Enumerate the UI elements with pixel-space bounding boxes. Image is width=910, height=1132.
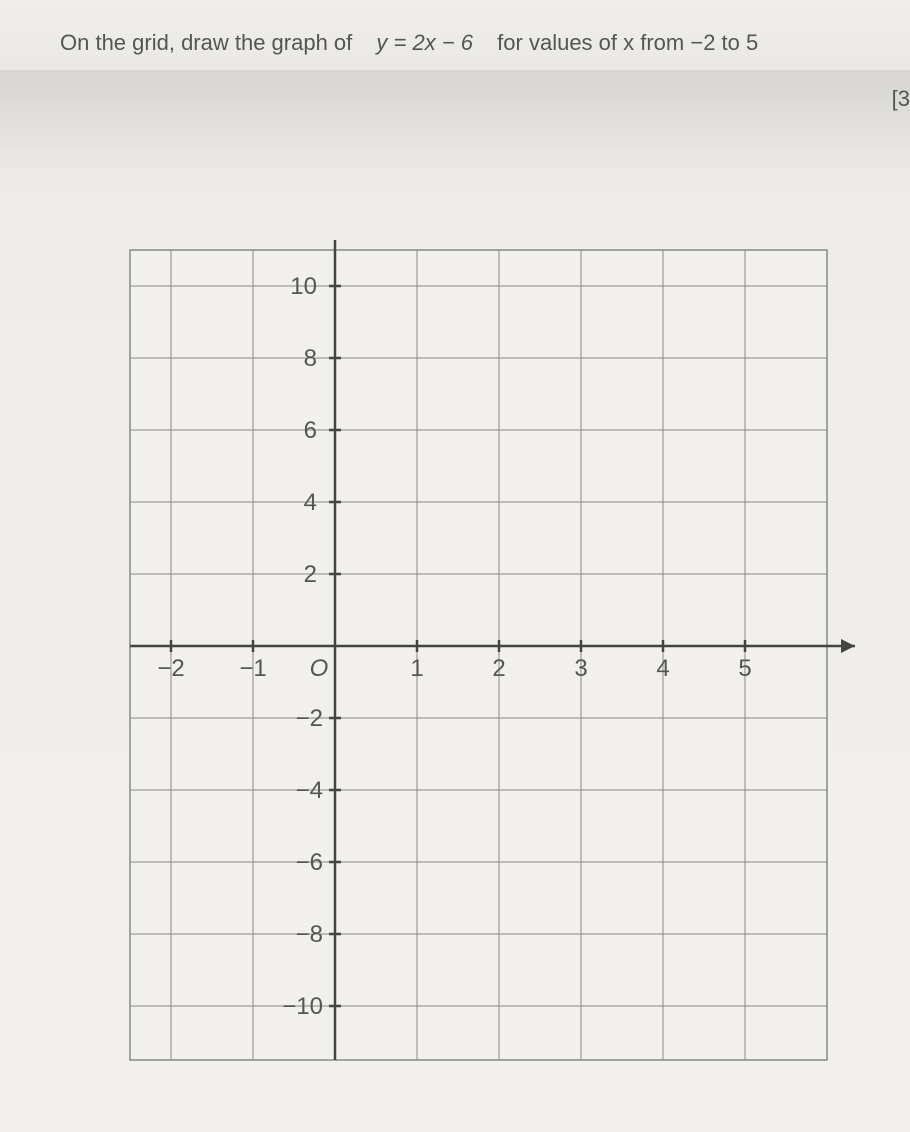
svg-text:−2: −2 bbox=[157, 655, 184, 682]
svg-text:−8: −8 bbox=[296, 921, 323, 948]
svg-text:10: 10 bbox=[290, 273, 317, 300]
instruction-prefix: On the grid, draw the graph of bbox=[60, 30, 352, 55]
svg-text:6: 6 bbox=[304, 417, 317, 444]
svg-text:−4: −4 bbox=[296, 777, 323, 804]
worksheet-page: On the grid, draw the graph of y = 2x − … bbox=[0, 0, 910, 1132]
instruction-suffix: for values of x from −2 to 5 bbox=[497, 30, 758, 55]
svg-text:−1: −1 bbox=[239, 655, 266, 682]
page-curl-shadow bbox=[0, 70, 910, 180]
svg-text:8: 8 bbox=[304, 345, 317, 372]
svg-text:3: 3 bbox=[574, 655, 587, 682]
svg-text:−2: −2 bbox=[296, 705, 323, 732]
svg-text:4: 4 bbox=[304, 489, 317, 516]
svg-text:−10: −10 bbox=[282, 993, 323, 1020]
svg-text:2: 2 bbox=[492, 655, 505, 682]
instruction-line: On the grid, draw the graph of y = 2x − … bbox=[60, 30, 890, 56]
marks-label: [3 bbox=[892, 86, 910, 112]
instruction-equation: y = 2x − 6 bbox=[358, 30, 491, 55]
coordinate-grid: −2−112345O246810−2−4−6−8−10yx bbox=[100, 240, 820, 1110]
grid-svg: −2−112345O246810−2−4−6−8−10yx bbox=[100, 240, 860, 1120]
svg-text:5: 5 bbox=[738, 655, 751, 682]
svg-text:O: O bbox=[310, 655, 329, 682]
svg-text:4: 4 bbox=[656, 655, 669, 682]
svg-text:1: 1 bbox=[410, 655, 423, 682]
svg-text:2: 2 bbox=[304, 561, 317, 588]
svg-text:−6: −6 bbox=[296, 849, 323, 876]
